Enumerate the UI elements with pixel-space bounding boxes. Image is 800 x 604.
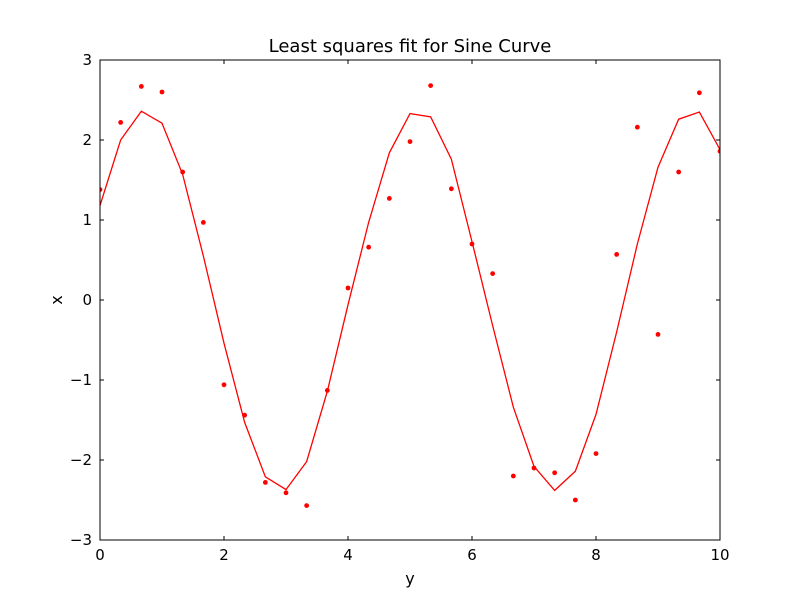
x-tick-label: 0 <box>95 546 105 564</box>
data-point <box>634 124 640 130</box>
data-point <box>655 332 661 337</box>
data-point <box>345 285 351 291</box>
data-point <box>138 84 144 89</box>
x-tick-label: 2 <box>219 546 229 564</box>
data-point <box>304 503 310 508</box>
data-point <box>159 89 165 95</box>
y-tick-label: 1 <box>82 211 92 229</box>
data-point <box>283 490 289 496</box>
data-point <box>100 187 103 192</box>
x-tick-label: 6 <box>467 546 477 564</box>
data-point <box>510 473 516 479</box>
data-point <box>614 252 620 257</box>
data-point <box>428 83 434 88</box>
data-point <box>407 139 413 145</box>
data-point <box>552 470 558 476</box>
data-point <box>490 271 496 276</box>
data-point <box>696 90 702 96</box>
data-point <box>717 148 720 154</box>
data-point <box>448 186 454 192</box>
data-point <box>200 220 206 225</box>
data-point <box>366 244 372 250</box>
chart-title: Least squares fit for Sine Curve <box>269 36 552 57</box>
y-tick-label: −1 <box>70 371 92 389</box>
y-tick-label: −3 <box>70 531 92 549</box>
data-point <box>572 497 578 503</box>
x-axis-label: y <box>405 569 414 588</box>
x-tick-label: 10 <box>710 546 729 564</box>
data-point <box>221 382 227 388</box>
axes-frame <box>99 59 721 541</box>
data-point <box>593 451 599 456</box>
data-point <box>118 120 124 125</box>
x-tick-label: 4 <box>343 546 353 564</box>
data-point <box>676 169 682 175</box>
y-tick-label: 3 <box>82 51 92 69</box>
y-axis-label: x <box>47 295 66 304</box>
y-tick-label: −2 <box>70 451 92 469</box>
y-tick-label: 2 <box>82 131 92 149</box>
data-point <box>262 480 268 485</box>
fit-curve-line <box>100 110 720 492</box>
data-point <box>386 196 392 201</box>
y-tick-label: 0 <box>82 291 92 309</box>
x-tick-label: 8 <box>591 546 601 564</box>
